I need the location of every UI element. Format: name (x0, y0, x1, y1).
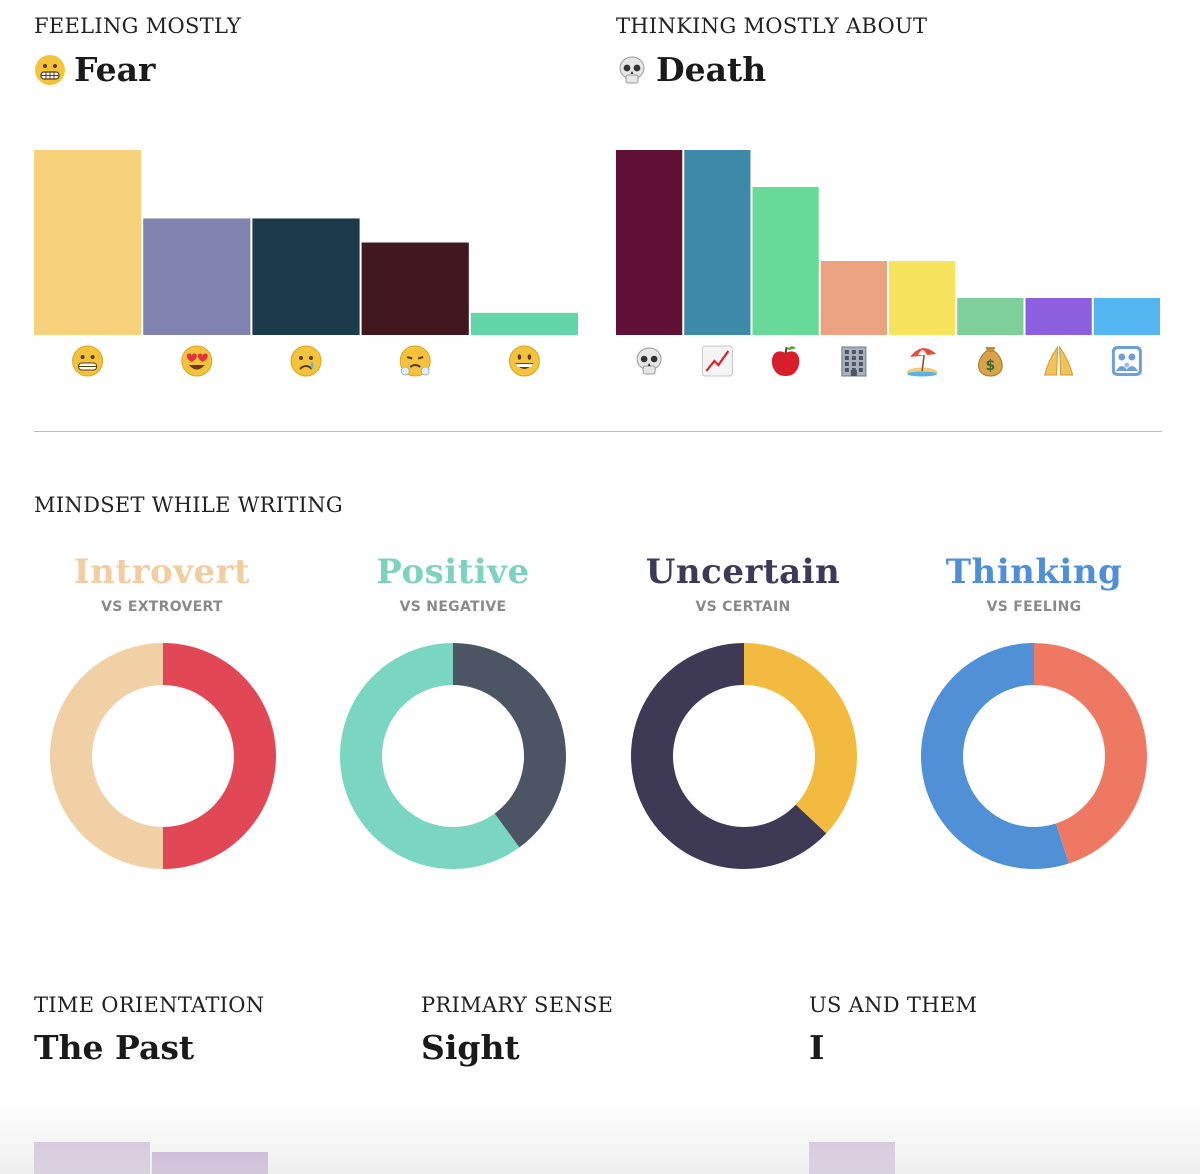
thinking-bar-chart: $ (616, 150, 1160, 377)
positive-slice-0 (340, 643, 520, 869)
money-bag-icon: $ (978, 347, 1003, 377)
mindset-subtitle-thinking: VS FEELING (986, 599, 1082, 615)
skull-icon (616, 54, 648, 86)
heart-eyes-face-icon (181, 345, 213, 377)
grinning-face-icon (508, 345, 540, 377)
grimacing-face-icon (72, 345, 104, 377)
thinking-bar-4 (889, 261, 956, 335)
primary-sense-value: Sight (421, 1028, 520, 1067)
time-orientation-label: TIME ORIENTATION (34, 993, 265, 1017)
us-and-them-bar-chart (809, 1142, 895, 1174)
mindset-subtitle-introvert: VS EXTROVERT (101, 599, 223, 615)
mindset-title-positive: Positive (376, 552, 530, 592)
thinking-value: Death (656, 50, 767, 89)
mindset-subtitle-uncertain: VS CERTAIN (695, 599, 791, 615)
time-orientation-bar-1 (152, 1152, 268, 1174)
mindset-subtitle-positive: VS NEGATIVE (399, 599, 507, 615)
time-orientation-bar-0 (34, 1142, 150, 1174)
feeling-bar-2 (252, 218, 360, 335)
thinking-mindset-slice-1 (1034, 643, 1147, 864)
thinking-bar-2 (752, 187, 819, 335)
mindset-title-thinking: Thinking (945, 552, 1123, 592)
us-and-them-bar-0 (809, 1142, 895, 1174)
crying-face-icon (290, 345, 322, 377)
mindset-title-uncertain: Uncertain (645, 552, 841, 592)
time-orientation-value: The Past (34, 1028, 195, 1067)
feeling-value: Fear (74, 50, 156, 89)
thinking-bar-0 (616, 150, 683, 335)
office-building-icon (841, 346, 867, 377)
uncertain-slice-1 (744, 643, 857, 834)
feeling-bar-4 (470, 312, 578, 335)
introvert-slice-1 (163, 643, 276, 869)
section-divider (34, 431, 1162, 432)
chart-increasing-icon (701, 345, 733, 377)
introvert-donut-chart (50, 643, 276, 869)
positive-donut-chart (340, 643, 566, 869)
grimacing-face-icon (34, 54, 66, 86)
family-icon (1111, 346, 1142, 376)
thinking-donut-chart (921, 643, 1147, 869)
thinking-bar-6 (1025, 298, 1092, 335)
time-orientation-bar-chart (34, 1142, 268, 1174)
primary-sense-label: PRIMARY SENSE (421, 993, 614, 1017)
svg-text:$: $ (986, 358, 996, 374)
us-and-them-label: US AND THEM (809, 993, 978, 1017)
thinking-bar-5 (957, 298, 1024, 335)
steam-nose-face-icon (399, 345, 431, 377)
skull-icon (636, 347, 662, 375)
folded-hands-icon (1043, 345, 1074, 376)
red-apple-icon (771, 346, 800, 376)
thinking-bar-1 (684, 150, 751, 335)
feeling-headline: Fear (34, 50, 155, 89)
feeling-label: FEELING MOSTLY (34, 14, 242, 38)
thinking-label: THINKING MOSTLY ABOUT (616, 14, 928, 38)
feeling-bar-1 (143, 218, 251, 335)
thinking-bar-7 (1093, 298, 1160, 335)
positive-slice-1 (453, 643, 566, 848)
us-and-them-value: I (809, 1028, 825, 1067)
uncertain-slice-0 (631, 643, 827, 869)
feeling-bar-chart (34, 150, 578, 377)
introvert-slice-0 (50, 643, 163, 869)
mindset-title-introvert: Introvert (73, 552, 251, 592)
feeling-bar-0 (34, 150, 142, 335)
thinking-headline: Death (616, 50, 766, 89)
thinking-mindset-slice-0 (921, 643, 1069, 869)
thinking-bar-3 (820, 261, 887, 335)
uncertain-donut-chart (631, 643, 857, 869)
feeling-bar-3 (361, 242, 469, 335)
mindset-label: MINDSET WHILE WRITING (34, 493, 343, 517)
beach-umbrella-icon (907, 348, 938, 377)
